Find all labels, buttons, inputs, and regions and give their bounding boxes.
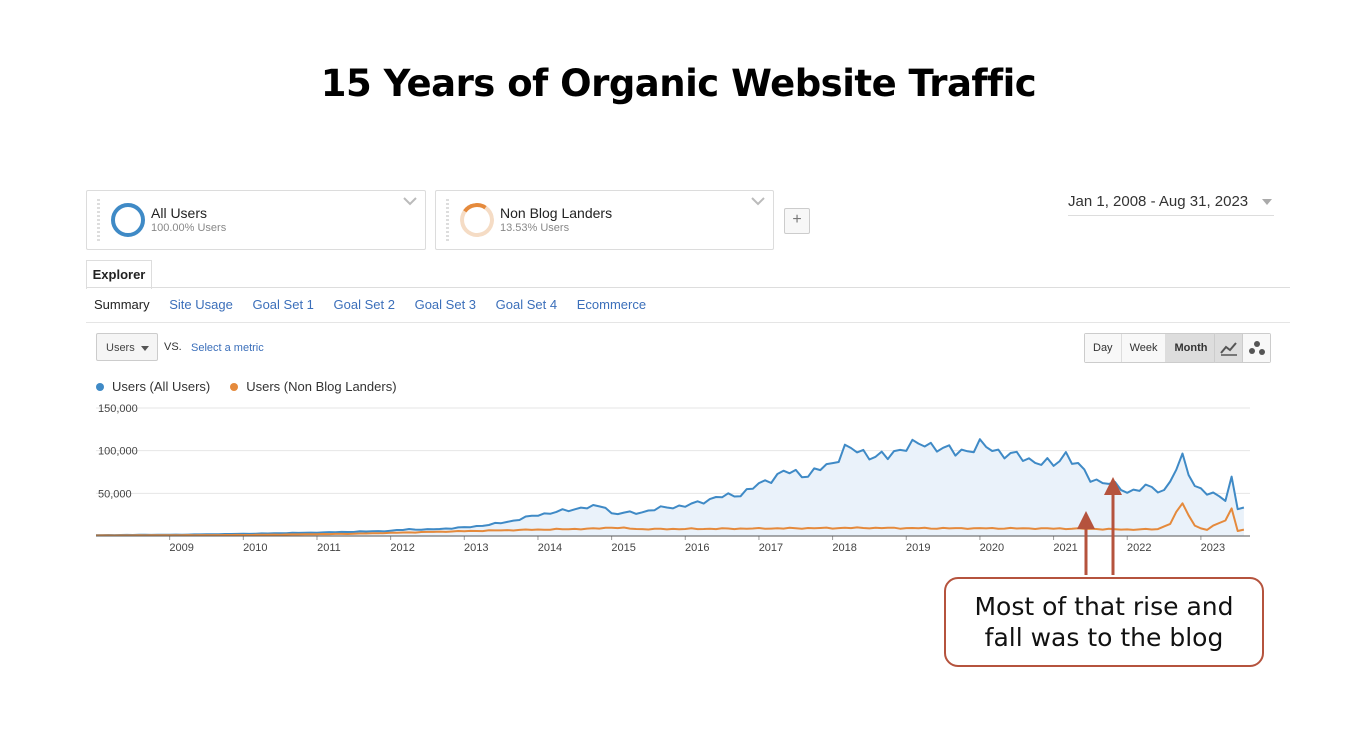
x-tick-label: 2012	[390, 542, 414, 554]
segment-name: Non Blog Landers	[500, 205, 613, 221]
line-chart-view-button[interactable]	[1215, 334, 1243, 362]
subnav-site-usage[interactable]: Site Usage	[169, 297, 233, 312]
x-tick-label: 2015	[611, 542, 635, 554]
x-tick-label: 2013	[464, 542, 488, 554]
segment-percentage: 100.00% Users	[151, 222, 227, 234]
x-tick-label: 2018	[832, 542, 856, 554]
granularity-day-button[interactable]: Day	[1085, 334, 1122, 362]
subnav-ecommerce[interactable]: Ecommerce	[576, 297, 647, 312]
x-tick-label: 2011	[317, 542, 341, 554]
series-area	[96, 439, 1244, 536]
series-line-all-users	[96, 438, 1245, 537]
chevron-down-icon[interactable]	[751, 197, 765, 207]
legend-item[interactable]: Users (Non Blog Landers)	[230, 379, 397, 394]
subnav-goal-set-3[interactable]: Goal Set 3	[414, 297, 477, 312]
x-tick-label: 2022	[1127, 542, 1151, 554]
metric-select-value: Users	[106, 342, 135, 354]
x-tick-label: 2010	[243, 542, 267, 554]
explorer-subnav: Summary Site Usage Goal Set 1 Goal Set 2…	[94, 297, 662, 312]
divider	[86, 322, 1290, 323]
segment-percentage: 13.53% Users	[500, 222, 570, 234]
segment-non-blog-landers[interactable]: Non Blog Landers 13.53% Users	[435, 190, 774, 250]
segment-ring-icon	[111, 203, 145, 237]
line-chart-icon	[1219, 342, 1237, 356]
add-segment-button[interactable]: +	[784, 208, 810, 234]
date-range-picker[interactable]: Jan 1, 2008 - Aug 31, 2023	[1068, 193, 1274, 216]
select-metric-link[interactable]: Select a metric	[191, 342, 264, 354]
subnav-goal-set-1[interactable]: Goal Set 1	[252, 297, 314, 312]
traffic-line-chart: 150,000 100,000 50,000 2009 2010 2011 2012 2013…	[95, 403, 1250, 575]
motion-chart-view-button[interactable]	[1243, 334, 1270, 362]
subnav-summary[interactable]: Summary	[94, 297, 150, 312]
drag-handle-icon[interactable]	[97, 199, 100, 241]
segment-ring-icon	[457, 200, 497, 240]
chart-legend: Users (All Users) Users (Non Blog Lander…	[96, 379, 397, 394]
legend-dot-icon	[96, 382, 104, 391]
segment-name: All Users	[151, 205, 208, 221]
legend-label: Users (All Users)	[112, 379, 211, 394]
y-tick-label: 100,000	[98, 446, 138, 458]
vs-label: VS.	[164, 341, 182, 353]
y-tick-label: 150,000	[98, 403, 138, 415]
x-tick-label: 2017	[759, 542, 783, 554]
tab-explorer[interactable]: Explorer	[86, 260, 152, 289]
divider	[86, 287, 1290, 288]
x-tick-label: 2023	[1201, 542, 1225, 554]
legend-dot-icon	[230, 382, 239, 391]
chevron-down-icon[interactable]	[403, 197, 417, 207]
x-tick-label: 2020	[980, 542, 1004, 554]
subnav-goal-set-4[interactable]: Goal Set 4	[495, 297, 558, 312]
y-tick-label: 50,000	[98, 488, 132, 500]
x-tick-label: 2019	[906, 542, 930, 554]
drag-handle-icon[interactable]	[446, 199, 449, 241]
x-tick-label: 2021	[1053, 542, 1077, 554]
caret-down-icon	[141, 346, 149, 351]
chart-view-toggle	[1214, 333, 1271, 363]
date-range-text: Jan 1, 2008 - Aug 31, 2023	[1068, 193, 1249, 210]
segment-all-users[interactable]: All Users 100.00% Users	[86, 190, 426, 250]
granularity-week-button[interactable]: Week	[1121, 334, 1167, 362]
annotation-callout: Most of that rise and fall was to the bl…	[944, 577, 1264, 667]
granularity-toggle: Day Week Month	[1084, 333, 1217, 363]
caret-down-icon	[1262, 199, 1272, 205]
x-tick-label: 2014	[538, 542, 562, 554]
series-line-non-blog-landers	[95, 502, 1245, 537]
x-tick-label: 2016	[685, 542, 709, 554]
bubble-chart-icon	[1248, 341, 1265, 355]
x-tick-label: 2009	[169, 542, 193, 554]
metric-select[interactable]: Users	[96, 333, 158, 361]
legend-label: Users (Non Blog Landers)	[246, 379, 397, 394]
subnav-goal-set-2[interactable]: Goal Set 2	[333, 297, 395, 312]
callout-arrows	[1077, 477, 1122, 575]
legend-item[interactable]: Users (All Users)	[96, 379, 210, 394]
page-title: 15 Years of Organic Website Traffic	[320, 62, 1037, 105]
granularity-month-button[interactable]: Month	[1166, 334, 1216, 362]
